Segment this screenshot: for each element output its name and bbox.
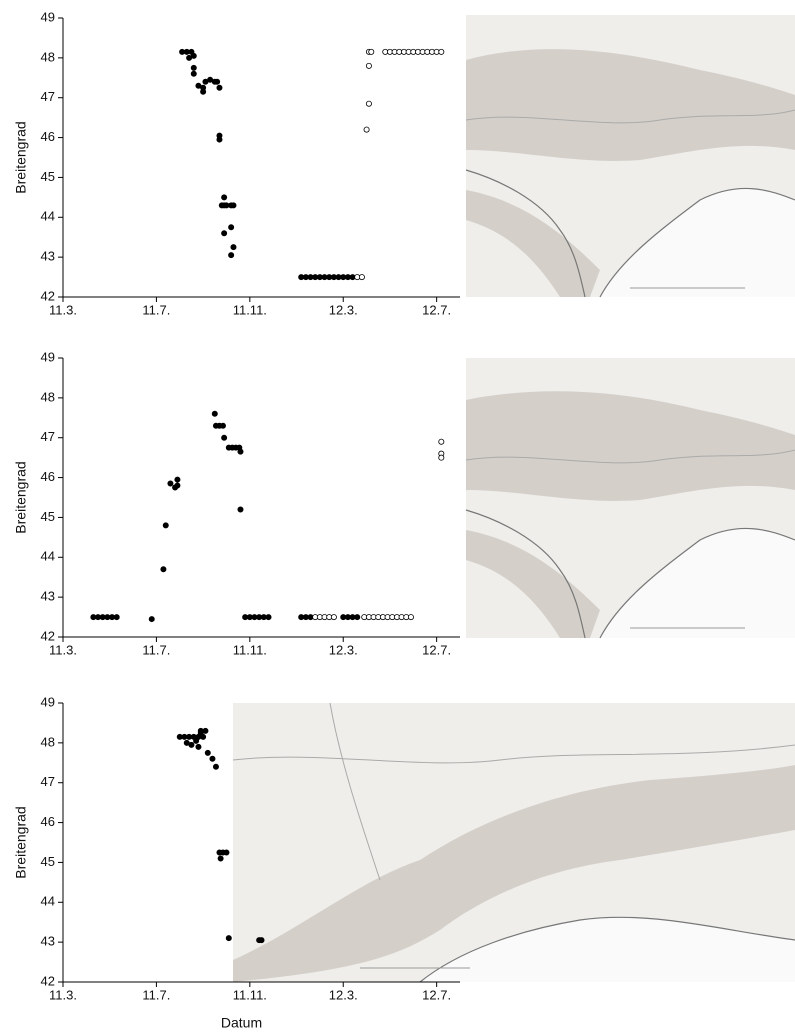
- point: [222, 435, 227, 440]
- y-tick-label: 49: [41, 694, 55, 709]
- point: [191, 65, 196, 70]
- x-tick-label: 12.7.: [422, 302, 451, 317]
- point: [366, 63, 371, 68]
- point: [196, 744, 201, 749]
- point: [194, 738, 199, 743]
- point: [189, 742, 194, 747]
- point: [220, 423, 225, 428]
- x-tick-label: 11.3.: [49, 302, 77, 317]
- y-axis-label: Breitengrad: [13, 461, 29, 533]
- x-tick-label: 12.3.: [329, 987, 358, 1002]
- y-tick-label: 45: [41, 509, 55, 524]
- point: [439, 439, 444, 444]
- y-tick-label: 46: [41, 129, 55, 144]
- y-tick-label: 46: [41, 469, 55, 484]
- point: [215, 79, 220, 84]
- point: [359, 274, 364, 279]
- y-tick-label: 46: [41, 814, 55, 829]
- y-tick-label: 45: [41, 854, 55, 869]
- y-axis-label: Breitengrad: [13, 121, 29, 193]
- point: [259, 938, 264, 943]
- point: [238, 449, 243, 454]
- point: [203, 728, 208, 733]
- point: [229, 253, 234, 258]
- y-tick-label: 45: [41, 169, 55, 184]
- point: [163, 523, 168, 528]
- point: [213, 764, 218, 769]
- point: [205, 750, 210, 755]
- y-tick-label: 47: [41, 89, 55, 104]
- map-3: [233, 703, 795, 982]
- point: [212, 411, 217, 416]
- point: [114, 614, 119, 619]
- point: [217, 85, 222, 90]
- point: [439, 49, 444, 54]
- x-tick-label: 11.3.: [49, 642, 77, 657]
- x-tick-label: 12.7.: [422, 987, 451, 1002]
- x-tick-label: 11.7.: [142, 987, 170, 1002]
- figure: 42 43 44 45 46 47 48 49 11.3. 11.7. 11.11. 12.3. 12.…: [0, 0, 795, 1036]
- point: [218, 856, 223, 861]
- y-tick-label: 44: [41, 549, 55, 564]
- y-tick-label: 42: [41, 973, 55, 988]
- y-tick-label: 43: [41, 249, 55, 264]
- y-tick-label: 43: [41, 934, 55, 949]
- point: [266, 614, 271, 619]
- point: [168, 481, 173, 486]
- point: [355, 614, 360, 619]
- x-tick-label: 12.3.: [329, 642, 358, 657]
- point: [149, 616, 154, 621]
- x-tick-label: 11.11.: [233, 987, 267, 1002]
- point: [369, 49, 374, 54]
- y-tick-label: 47: [41, 774, 55, 789]
- point: [175, 477, 180, 482]
- y-tick-label: 44: [41, 209, 55, 224]
- point: [364, 127, 369, 132]
- y-tick-label: 49: [41, 9, 55, 24]
- point: [439, 455, 444, 460]
- y-tick-label: 44: [41, 894, 55, 909]
- point: [187, 55, 192, 60]
- x-axis-label: Datum: [221, 1015, 262, 1031]
- point: [224, 850, 229, 855]
- y-tick-label: 47: [41, 429, 55, 444]
- y-tick-label: 48: [41, 389, 55, 404]
- point: [366, 101, 371, 106]
- point: [231, 245, 236, 250]
- y-tick-label: 42: [41, 628, 55, 643]
- map-1: [466, 15, 795, 297]
- point: [231, 203, 236, 208]
- point: [226, 936, 231, 941]
- point: [331, 614, 336, 619]
- x-tick-label: 12.7.: [422, 642, 451, 657]
- map-2: [466, 358, 795, 638]
- x-tick-label: 11.11.: [233, 302, 267, 317]
- x-tick-label: 11.3.: [49, 987, 77, 1002]
- y-tick-label: 49: [41, 349, 55, 364]
- x-tick-label: 11.7.: [142, 642, 170, 657]
- point: [238, 507, 243, 512]
- x-tick-label: 12.3.: [329, 302, 358, 317]
- point: [222, 195, 227, 200]
- x-tick-label: 11.11.: [233, 642, 267, 657]
- x-tick-label: 11.7.: [142, 302, 170, 317]
- y-tick-label: 48: [41, 49, 55, 64]
- y-tick-label: 42: [41, 288, 55, 303]
- y-tick-label: 48: [41, 734, 55, 749]
- point: [201, 89, 206, 94]
- point: [217, 137, 222, 142]
- point: [229, 225, 234, 230]
- point: [222, 231, 227, 236]
- y-tick-label: 43: [41, 589, 55, 604]
- point: [191, 71, 196, 76]
- point: [408, 614, 413, 619]
- point: [210, 756, 215, 761]
- point: [175, 483, 180, 488]
- point: [161, 567, 166, 572]
- y-axis-label: Breitengrad: [13, 806, 29, 878]
